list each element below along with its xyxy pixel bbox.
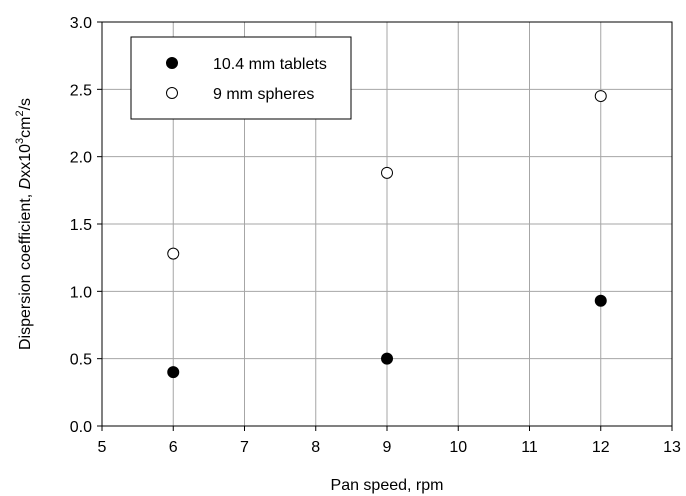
y-axis-title-sup1: 3 xyxy=(14,138,26,144)
y-tick-labels: 0.0 0.5 1.0 1.5 2.0 2.5 3.0 xyxy=(70,15,102,436)
legend-label-tablets: 10.4 mm tablets xyxy=(213,56,327,73)
legend-box xyxy=(130,36,352,120)
x-tick-label: 9 xyxy=(383,439,392,456)
x-tick-label: 13 xyxy=(663,439,681,456)
point-tablets xyxy=(594,294,607,307)
legend-marker-tablets xyxy=(166,57,178,69)
x-tick-labels: 5 6 7 8 9 10 11 12 13 xyxy=(98,426,681,456)
y-axis-title-sup2: 2 xyxy=(14,110,26,116)
y-axis-title-var: D xyxy=(17,177,34,189)
x-axis-title: Pan speed, rpm xyxy=(331,477,444,494)
x-tick-label: 7 xyxy=(240,439,249,456)
x-tick-label: 8 xyxy=(311,439,320,456)
y-axis-title-suffix: /s xyxy=(17,98,34,110)
legend-marker-spheres xyxy=(166,87,178,99)
point-tablets xyxy=(167,366,180,379)
y-tick-label: 3.0 xyxy=(70,15,92,32)
y-axis-title-unit: cm xyxy=(17,117,34,138)
y-tick-label: 2.0 xyxy=(70,150,92,167)
y-tick-label: 2.5 xyxy=(70,82,92,99)
point-spheres xyxy=(594,90,607,103)
legend: 10.4 mm tablets 9 mm spheres xyxy=(130,36,352,120)
y-tick-label: 1.5 xyxy=(70,217,92,234)
point-spheres xyxy=(167,247,180,260)
data-points xyxy=(167,90,607,379)
y-axis-title: Dispersion coefficient, Dxx103cm2/s xyxy=(14,98,34,350)
x-tick-label: 6 xyxy=(169,439,178,456)
x-tick-label: 11 xyxy=(521,439,538,456)
point-tablets xyxy=(381,352,393,365)
y-tick-label: 0.0 xyxy=(70,419,92,436)
x-tick-label: 5 xyxy=(98,439,107,456)
legend-label-spheres: 9 mm spheres xyxy=(213,86,314,103)
y-tick-label: 1.0 xyxy=(70,284,92,301)
y-tick-label: 0.5 xyxy=(70,352,92,369)
y-axis-title-mid: xx10 xyxy=(17,144,34,178)
grid xyxy=(101,21,673,427)
point-spheres xyxy=(381,166,393,179)
x-tick-label: 10 xyxy=(449,439,467,456)
x-tick-label: 12 xyxy=(592,439,610,456)
y-axis-title-prefix: Dispersion coefficient, xyxy=(17,189,34,350)
